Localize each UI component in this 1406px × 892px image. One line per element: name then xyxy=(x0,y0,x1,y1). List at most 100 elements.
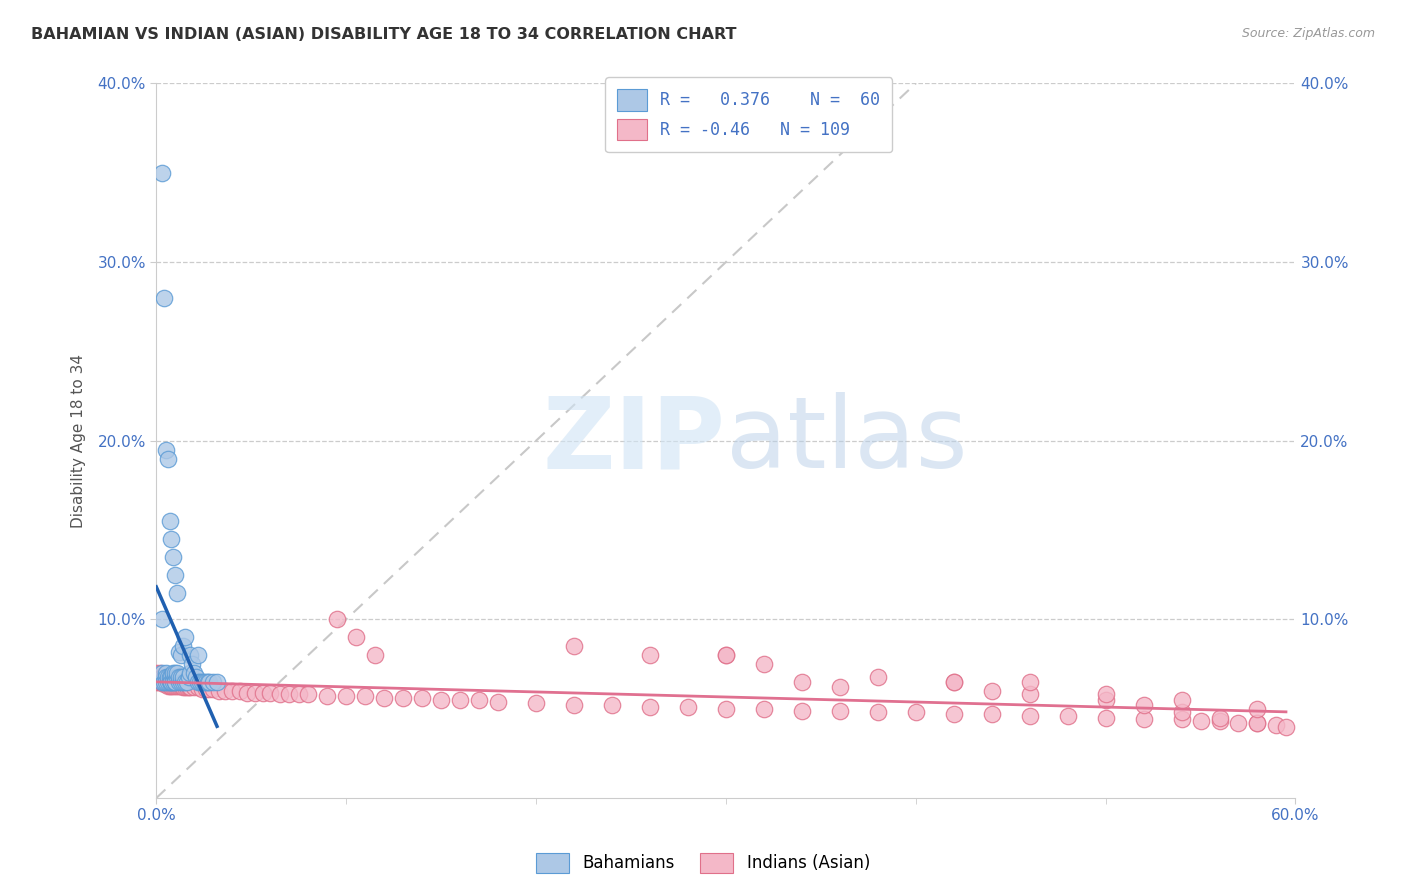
Point xyxy=(252,686,274,700)
Point xyxy=(172,681,194,695)
Point xyxy=(287,688,309,702)
Point xyxy=(166,669,188,683)
Point xyxy=(162,665,184,680)
Point xyxy=(790,704,813,718)
Point xyxy=(172,669,194,683)
Point xyxy=(150,675,173,690)
Point xyxy=(162,669,184,683)
Point xyxy=(170,648,193,662)
Point xyxy=(600,698,623,713)
Point xyxy=(373,691,395,706)
Point xyxy=(524,697,547,711)
Point xyxy=(392,691,415,706)
Point xyxy=(149,673,172,688)
Point xyxy=(179,648,201,662)
Point xyxy=(205,675,228,690)
Point xyxy=(162,675,184,690)
Point xyxy=(156,675,179,690)
Point xyxy=(173,630,195,644)
Point xyxy=(191,675,214,690)
Point xyxy=(1227,716,1250,731)
Point xyxy=(676,700,699,714)
Point xyxy=(316,690,339,704)
Point xyxy=(150,665,173,680)
Point xyxy=(790,675,813,690)
Point xyxy=(153,291,176,305)
Point xyxy=(165,675,187,690)
Point xyxy=(714,648,737,662)
Point xyxy=(155,442,177,457)
Point xyxy=(181,657,204,671)
Point xyxy=(638,648,661,662)
Point xyxy=(156,679,179,693)
Point xyxy=(1094,693,1116,707)
Point xyxy=(194,682,217,697)
Point xyxy=(325,612,347,626)
Point xyxy=(160,532,183,546)
Point xyxy=(155,677,177,691)
Point xyxy=(159,669,181,683)
Text: Source: ZipAtlas.com: Source: ZipAtlas.com xyxy=(1241,27,1375,40)
Point xyxy=(179,665,201,680)
Point xyxy=(468,693,491,707)
Point xyxy=(183,681,205,695)
Point xyxy=(177,681,200,695)
Point xyxy=(278,688,301,702)
Point xyxy=(150,166,173,180)
Point xyxy=(179,681,201,695)
Point xyxy=(1208,714,1230,729)
Point xyxy=(155,673,177,688)
Point xyxy=(173,675,195,690)
Point xyxy=(167,644,190,658)
Point xyxy=(153,673,176,688)
Point xyxy=(1094,711,1116,725)
Point xyxy=(150,669,173,683)
Point xyxy=(156,669,179,683)
Point xyxy=(176,675,198,690)
Legend: R =   0.376    N =  60, R = -0.46   N = 109: R = 0.376 N = 60, R = -0.46 N = 109 xyxy=(606,78,891,152)
Point xyxy=(165,679,187,693)
Point xyxy=(866,669,889,683)
Point xyxy=(162,679,184,693)
Point xyxy=(1170,693,1192,707)
Point xyxy=(214,684,236,698)
Y-axis label: Disability Age 18 to 34: Disability Age 18 to 34 xyxy=(72,354,86,528)
Point xyxy=(149,675,172,690)
Point xyxy=(197,675,219,690)
Point xyxy=(194,675,217,690)
Point xyxy=(1094,688,1116,702)
Point xyxy=(411,691,433,706)
Point xyxy=(167,679,190,693)
Point xyxy=(153,677,176,691)
Point xyxy=(172,639,194,653)
Point xyxy=(208,684,231,698)
Point xyxy=(186,669,208,683)
Point xyxy=(159,679,181,693)
Point xyxy=(221,684,243,698)
Point xyxy=(449,693,471,707)
Point xyxy=(1208,711,1230,725)
Point xyxy=(159,514,181,528)
Point xyxy=(165,675,187,690)
Point xyxy=(259,686,281,700)
Point xyxy=(1275,720,1298,734)
Point xyxy=(344,630,367,644)
Point xyxy=(176,681,198,695)
Point xyxy=(150,673,173,688)
Point xyxy=(335,690,357,704)
Point xyxy=(146,669,169,683)
Point xyxy=(243,686,266,700)
Point xyxy=(1056,709,1078,723)
Point xyxy=(173,681,195,695)
Point xyxy=(160,675,183,690)
Point xyxy=(160,679,183,693)
Point xyxy=(187,648,209,662)
Point xyxy=(166,665,188,680)
Point xyxy=(165,665,187,680)
Point xyxy=(198,682,221,697)
Point xyxy=(752,702,775,716)
Point xyxy=(866,706,889,720)
Point xyxy=(752,657,775,671)
Point xyxy=(170,675,193,690)
Point xyxy=(942,707,965,722)
